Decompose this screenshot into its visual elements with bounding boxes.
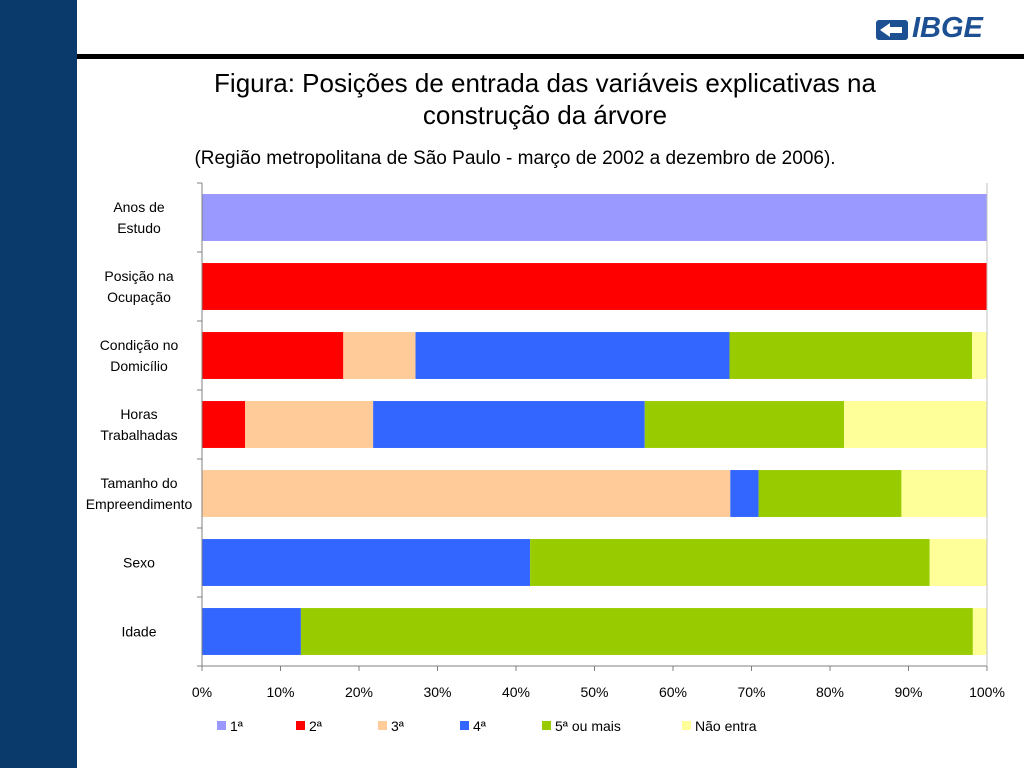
bar-segment: [415, 332, 730, 379]
tick-labels-group: 0% 10% 20% 30% 40% 50% 60% 70% 80% 90% 100%: [192, 684, 1005, 700]
x-tick-label: 10%: [266, 684, 294, 700]
category-label: Sexo: [123, 555, 155, 571]
legend-label: 1ª: [230, 718, 244, 734]
bar-segment: [929, 539, 987, 586]
category-labels-group: Anos de Estudo Posição na Ocupação Condição …: [86, 199, 193, 640]
bar-segment: [972, 608, 987, 655]
category-label: Trabalhadas: [100, 427, 177, 443]
bar-segment: [245, 401, 374, 448]
x-tick-label: 40%: [502, 684, 530, 700]
category-label: Tamanho do: [100, 475, 177, 491]
page-subtitle: (Região metropolitana de São Paulo - mar…: [194, 148, 836, 169]
x-tick-label: 80%: [816, 684, 844, 700]
category-label: Ocupação: [107, 289, 171, 305]
ibge-logo: IBGE: [874, 12, 1004, 48]
category-label: Domicílio: [110, 358, 168, 374]
bar-segment: [202, 470, 731, 517]
bar-segment: [972, 332, 987, 379]
legend-group: 1ª 2ª 3ª 4ª 5ª ou mais Não entra: [217, 718, 757, 734]
page-title: Figura: Posições de entrada das variávei…: [140, 67, 950, 131]
title-line-1: Figura: Posições de entrada das variávei…: [214, 68, 876, 98]
legend-label: Não entra: [695, 718, 757, 734]
category-label: Condição no: [100, 337, 179, 353]
ibge-logo-icon: [876, 20, 908, 40]
bar-segment: [844, 401, 987, 448]
bar-segment: [644, 401, 845, 448]
x-tick-label: 0%: [192, 684, 212, 700]
legend-swatch: [296, 721, 305, 730]
sidebar-band: [0, 0, 77, 768]
bar-segment: [202, 401, 246, 448]
bar-segment: [202, 608, 301, 655]
category-label: Posição na: [104, 268, 173, 284]
x-tick-label: 60%: [659, 684, 687, 700]
category-label: Estudo: [117, 220, 161, 236]
category-label: Idade: [121, 624, 156, 640]
bar-segment: [202, 332, 344, 379]
legend-label: 3ª: [391, 718, 405, 734]
category-label: Anos de: [113, 199, 165, 215]
legend-swatch: [217, 721, 226, 730]
category-label: Empreendimento: [86, 496, 193, 512]
bar-segment: [373, 401, 645, 448]
x-tick-label: 20%: [345, 684, 373, 700]
bar-segment: [758, 470, 902, 517]
x-tick-label: 50%: [580, 684, 608, 700]
legend-swatch: [542, 721, 551, 730]
bars-group: [202, 194, 987, 655]
bar-segment: [300, 608, 973, 655]
bar-segment: [202, 263, 987, 310]
legend-label: 2ª: [309, 718, 323, 734]
x-tick-label: 90%: [894, 684, 922, 700]
axes-group: [197, 182, 988, 671]
x-tick-label: 70%: [737, 684, 765, 700]
legend-swatch: [378, 721, 387, 730]
bar-segment: [530, 539, 930, 586]
legend-label: 4ª: [473, 718, 487, 734]
bar-segment: [901, 470, 987, 517]
legend-swatch: [460, 721, 469, 730]
bar-segment: [729, 332, 973, 379]
legend-label: 5ª ou mais: [555, 718, 621, 734]
bar-segment: [202, 194, 987, 241]
x-tick-label: 100%: [969, 684, 1005, 700]
category-label: Horas: [120, 406, 157, 422]
logo-text: IBGE: [912, 12, 983, 44]
bar-segment: [343, 332, 416, 379]
header-rule: [77, 54, 1024, 59]
legend-swatch: [682, 721, 691, 730]
title-line-2: construção da árvore: [422, 100, 668, 130]
bar-segment: [202, 539, 531, 586]
x-tick-label: 30%: [423, 684, 451, 700]
bar-segment: [730, 470, 759, 517]
